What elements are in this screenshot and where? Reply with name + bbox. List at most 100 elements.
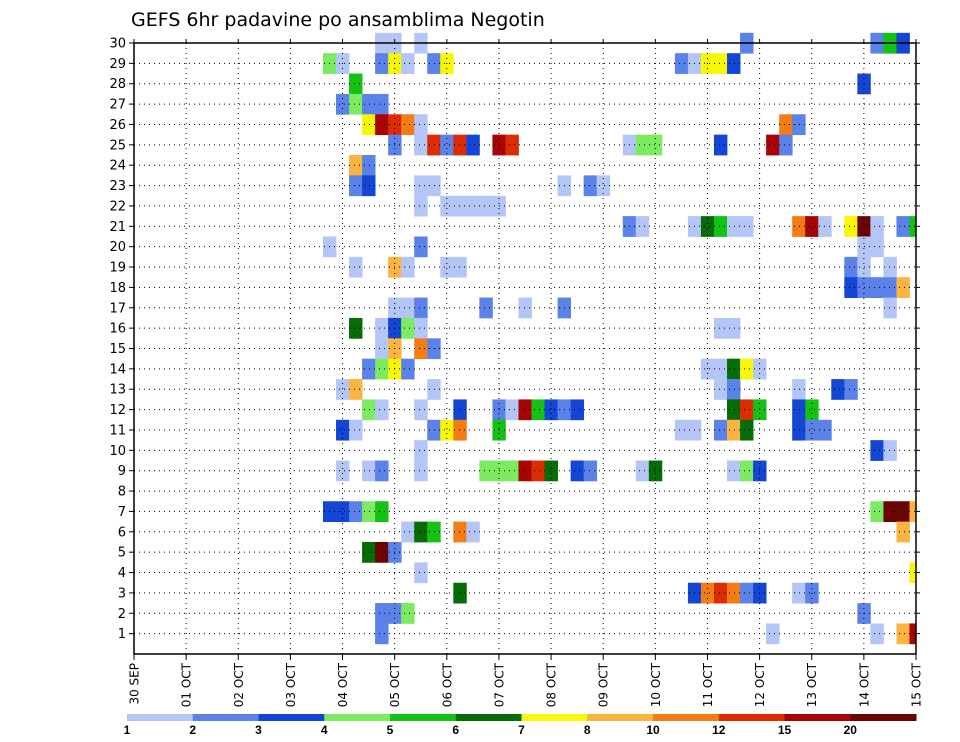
cell-m12-t4.75 xyxy=(375,399,389,421)
cell-m6-t6.5 xyxy=(466,521,480,543)
colorbar-swatch xyxy=(784,714,851,721)
cell-m11-t6.25 xyxy=(453,419,467,441)
cell-m22-t6.75 xyxy=(479,195,493,217)
cell-m21-t14.25 xyxy=(870,216,884,237)
x-tick-label: 09 OCT xyxy=(597,662,611,707)
y-tick-label: 27 xyxy=(109,98,126,113)
cell-m13-t4.25 xyxy=(349,379,363,400)
colorbar-label: 8 xyxy=(584,723,591,737)
cell-m17-t5.5 xyxy=(414,297,428,319)
cell-m6-t6.25 xyxy=(453,521,467,543)
cell-m15-t5.75 xyxy=(427,338,441,360)
cell-m21-t14.75 xyxy=(896,216,910,237)
cell-m1-t4.75 xyxy=(375,623,389,645)
x-tick-label: 01 OCT xyxy=(180,662,194,707)
cell-m6-t5.5 xyxy=(414,521,428,543)
cell-m29-t11.25 xyxy=(713,53,728,74)
y-tick-label: 5 xyxy=(118,546,126,561)
cell-m12-t8.5 xyxy=(570,399,585,421)
cell-m9-t8.5 xyxy=(570,460,585,482)
cell-m23-t5.75 xyxy=(427,175,441,197)
colorbar-label: 6 xyxy=(452,723,459,737)
cell-m11-t5.75 xyxy=(427,419,441,441)
cell-m7-t15 xyxy=(909,501,917,523)
cell-m7-t4.5 xyxy=(362,501,376,523)
cell-m16-t4.75 xyxy=(375,317,389,339)
cell-m21-t13.75 xyxy=(844,216,858,237)
cell-m14-t11.75 xyxy=(740,358,754,380)
cell-m13-t5.75 xyxy=(427,379,441,400)
cell-m12-t7.25 xyxy=(505,399,519,421)
x-tick-label: 12 OCT xyxy=(753,662,767,707)
cell-m11-t4.25 xyxy=(349,419,363,441)
x-tick-label: 02 OCT xyxy=(232,662,246,707)
cell-m19-t6.25 xyxy=(453,256,467,278)
cell-m23-t4.5 xyxy=(362,175,376,197)
cell-m25-t6.5 xyxy=(466,134,480,156)
y-tick-label: 25 xyxy=(109,138,126,153)
cell-m11-t11.5 xyxy=(727,419,741,441)
cell-m19-t13.75 xyxy=(844,256,858,278)
y-tick-label: 17 xyxy=(109,301,126,316)
y-tick-label: 4 xyxy=(118,566,126,581)
y-tick-label: 13 xyxy=(109,383,126,398)
cell-m22-t5.5 xyxy=(414,195,428,217)
y-axis-ticks: 1234567891011121314151617181920212223242… xyxy=(109,37,920,642)
cell-m13-t11.5 xyxy=(727,379,741,400)
cell-m7-t14.5 xyxy=(883,501,897,523)
y-tick-label: 16 xyxy=(109,322,126,337)
cell-m3-t11.75 xyxy=(740,582,754,604)
y-tick-label: 9 xyxy=(118,464,126,479)
cell-m22-t6 xyxy=(440,195,454,217)
cell-m26-t4.75 xyxy=(375,114,389,136)
colorbar-swatch xyxy=(258,714,325,721)
cell-m1-t14.75 xyxy=(896,623,910,645)
y-tick-label: 15 xyxy=(109,342,126,357)
y-tick-label: 3 xyxy=(118,586,126,601)
x-tick-label: 06 OCT xyxy=(440,662,454,707)
cell-m9-t7.75 xyxy=(531,460,545,482)
cell-m14-t11 xyxy=(700,358,715,380)
colorbar-swatch xyxy=(718,714,785,721)
cell-m20-t5.5 xyxy=(414,236,428,258)
cell-m24-t4.25 xyxy=(349,155,363,176)
cell-m11-t12.75 xyxy=(792,419,806,441)
cell-m11-t10.5 xyxy=(674,419,689,441)
y-tick-label: 14 xyxy=(109,362,126,377)
x-axis-ticks: 30 SEP 01 OCT 02 OCT 03 OCT 04 OCT 05 OCT 06 O… xyxy=(128,39,924,707)
colorbar-swatch xyxy=(455,714,522,721)
cell-m3-t11.25 xyxy=(713,582,728,604)
colorbar-label: 12 xyxy=(712,723,726,737)
cell-m12-t6.25 xyxy=(453,399,467,421)
colorbar: 1 2 3 4 5 6 7 8 10 12 15 20 xyxy=(124,714,917,737)
cell-m7-t14.25 xyxy=(870,501,884,523)
cell-m3-t12.75 xyxy=(792,582,806,604)
x-tick-label: 03 OCT xyxy=(284,662,298,707)
cell-m16-t4.25 xyxy=(349,317,363,339)
cell-m18-t14.5 xyxy=(883,277,897,298)
cell-m6-t5.25 xyxy=(401,521,415,543)
cell-m1-t12.25 xyxy=(766,623,780,645)
cell-m23-t9 xyxy=(596,175,611,197)
colorbar-swatch xyxy=(850,714,917,721)
grid-layer xyxy=(134,42,916,654)
x-tick-label: 10 OCT xyxy=(649,662,663,707)
cell-m4-t5.5 xyxy=(414,562,428,584)
y-tick-label: 7 xyxy=(118,505,126,520)
x-tick-label: 05 OCT xyxy=(388,662,402,707)
cell-m29-t10.5 xyxy=(674,53,689,74)
cell-m9-t11.75 xyxy=(740,460,754,482)
cell-m5-t4.5 xyxy=(362,541,376,563)
y-tick-label: 1 xyxy=(118,627,126,642)
cell-m14-t4.75 xyxy=(375,358,389,380)
cell-m21-t11.5 xyxy=(727,216,741,237)
colorbar-swatch xyxy=(127,714,194,721)
cell-m15-t5.5 xyxy=(414,338,428,360)
y-tick-label: 8 xyxy=(118,485,126,500)
cell-m13-t12.75 xyxy=(792,379,806,400)
y-tick-label: 21 xyxy=(109,220,126,235)
cell-m15-t4.75 xyxy=(375,338,389,360)
cell-m25-t7.25 xyxy=(505,134,519,156)
y-tick-label: 26 xyxy=(109,118,126,133)
cell-m23-t5.5 xyxy=(414,175,428,197)
